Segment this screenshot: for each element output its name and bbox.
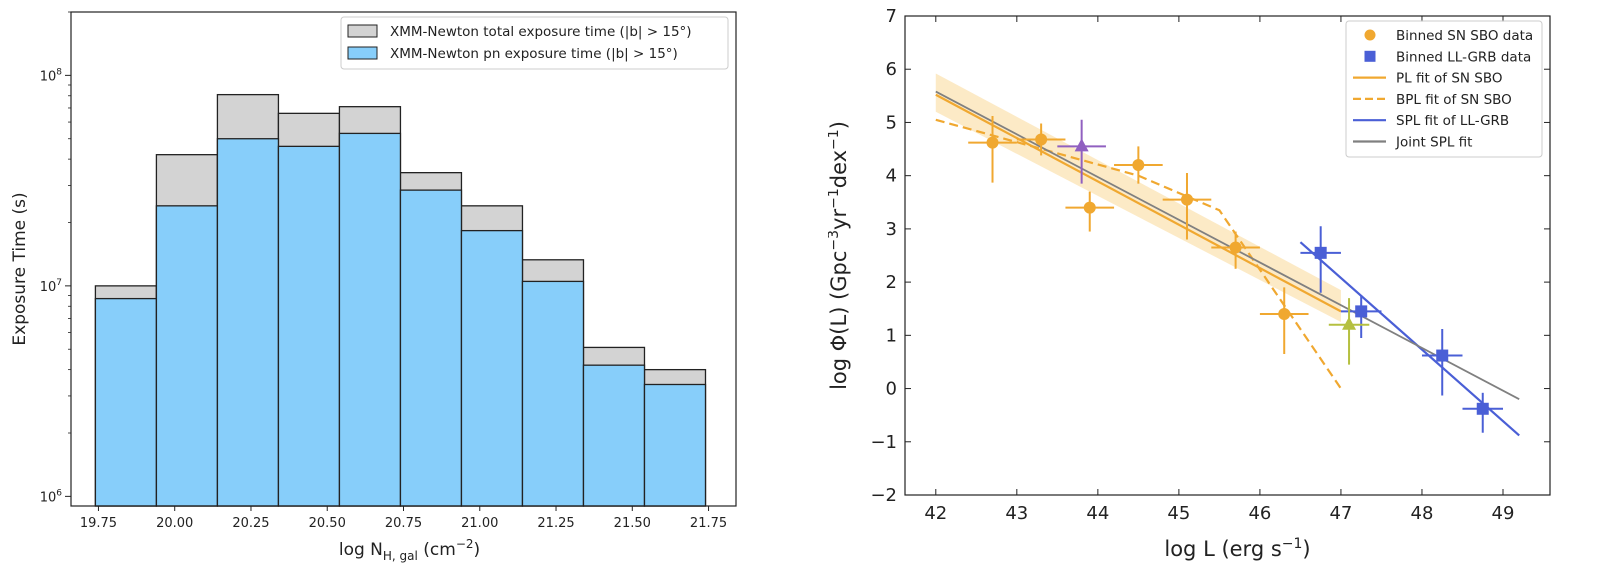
y-axis-label: Exposure Time (s): [10, 192, 30, 345]
legend-swatch: [347, 24, 378, 38]
y-tick-label: 2: [886, 272, 897, 293]
bar-pn: [216, 138, 280, 507]
bars: [94, 93, 707, 507]
marker-circle: [1229, 241, 1242, 254]
legend-label: SPL fit of LL-GRB: [1396, 113, 1509, 129]
data-point: [1065, 191, 1115, 232]
legend-label: BPL fit of SN SBO: [1396, 92, 1512, 108]
legend-box: [340, 16, 729, 70]
plot-frame: [904, 15, 1551, 496]
marker-circle: [1180, 193, 1193, 206]
legend-box: [1345, 20, 1543, 158]
x-tick-label: 46: [1248, 503, 1271, 524]
x-tick-label: 21.25: [537, 516, 574, 531]
x-axis-label: log NH, gal (cm−2): [339, 537, 480, 563]
y-tick-label: −2: [870, 485, 897, 506]
legend-label: XMM-Newton pn exposure time (|b| > 15°): [390, 46, 678, 62]
y-tick-label: 107: [40, 278, 62, 295]
marker-square: [1355, 305, 1368, 318]
x-tick-label: 21.00: [461, 516, 498, 531]
legend: Binned SN SBO data Binned LL-GRB data PL f…: [1345, 20, 1543, 158]
legend-label: Binned SN SBO data: [1396, 28, 1533, 44]
x-tick-label: 42: [924, 503, 947, 524]
marker-circle: [1083, 201, 1096, 214]
x-tick-label: 21.75: [690, 516, 727, 531]
marker-square: [1476, 402, 1489, 415]
data-point: [1340, 295, 1382, 338]
y-tick-label: 1: [886, 325, 897, 346]
marker-square: [1436, 349, 1449, 362]
marker-circle: [1132, 159, 1145, 172]
x-axis-label: log L (erg s−1): [1164, 536, 1310, 561]
fit-line: [935, 118, 1342, 390]
legend-marker: [1364, 50, 1376, 62]
marker-circle: [986, 136, 999, 149]
bar-pn: [277, 145, 341, 507]
x-tick-label: 43: [1005, 503, 1028, 524]
marker-circle: [1035, 133, 1048, 146]
data-point: [968, 116, 1017, 183]
data-point: [1057, 119, 1106, 184]
legend-label: XMM-Newton total exposure time (|b| > 15…: [390, 24, 692, 40]
y-tick-label: 5: [886, 112, 897, 133]
legend-label: Binned LL-GRB data: [1396, 49, 1531, 65]
legend: XMM-Newton total exposure time (|b| > 15…: [340, 16, 729, 70]
data-point: [1462, 392, 1504, 433]
x-tick-label: 20.50: [309, 516, 346, 531]
data-point: [1114, 146, 1163, 184]
data-point: [1328, 298, 1370, 365]
x-tick-label: 47: [1329, 503, 1352, 524]
legend-label: Joint SPL fit: [1395, 135, 1472, 151]
y-axis-label: log Φ(L) (Gpc−3yr−1dex−1): [828, 121, 851, 390]
x-tick-label: 19.75: [80, 516, 117, 531]
y-tick-label: 108: [40, 67, 63, 84]
x-tick-label: 49: [1492, 503, 1515, 524]
marker-circle: [1278, 308, 1291, 321]
data-point: [1016, 123, 1066, 156]
legend-swatch: [347, 46, 378, 60]
bar-pn: [460, 229, 524, 507]
legend-marker: [1364, 29, 1376, 41]
y-tick-label: 3: [886, 219, 897, 240]
x-tick-label: 20.25: [232, 516, 269, 531]
marker-triangle: [1342, 316, 1357, 330]
fit-line: [935, 93, 1342, 313]
data-point: [1300, 226, 1341, 293]
histogram-chart: 19.75 20.00 20.25 20.50 20.75 21.00 21.25 21.50…: [10, 11, 737, 563]
x-tick-label: 20.75: [385, 516, 422, 531]
data-point: [1421, 328, 1463, 396]
y-tick-label: 0: [886, 379, 897, 400]
x-tick-label: 45: [1167, 503, 1190, 524]
data-point: [1211, 231, 1260, 269]
marker-triangle: [1074, 138, 1089, 152]
y-tick-label: 106: [40, 488, 63, 505]
bar-pn: [338, 132, 402, 507]
bar-pn: [399, 189, 463, 507]
y-tick-label: −1: [870, 432, 897, 453]
bar-pn: [521, 280, 585, 507]
x-tick-label: 21.50: [614, 516, 651, 531]
bar-pn: [643, 383, 707, 507]
y-tick-label: 7: [886, 6, 897, 27]
data-point: [1259, 287, 1309, 354]
x-tick-label: 20.00: [156, 516, 193, 531]
y-tick-label: 4: [886, 166, 897, 187]
bar-pn: [94, 297, 158, 507]
marker-square: [1314, 246, 1327, 259]
bar-pn: [155, 205, 219, 507]
y-tick-label: 6: [886, 59, 897, 80]
legend-label: PL fit of SN SBO: [1396, 71, 1503, 87]
x-tick-label: 44: [1086, 503, 1109, 524]
fit-line: [935, 90, 1520, 400]
x-tick-label: 48: [1411, 503, 1434, 524]
bar-pn: [582, 364, 646, 507]
data-point: [1162, 173, 1212, 240]
